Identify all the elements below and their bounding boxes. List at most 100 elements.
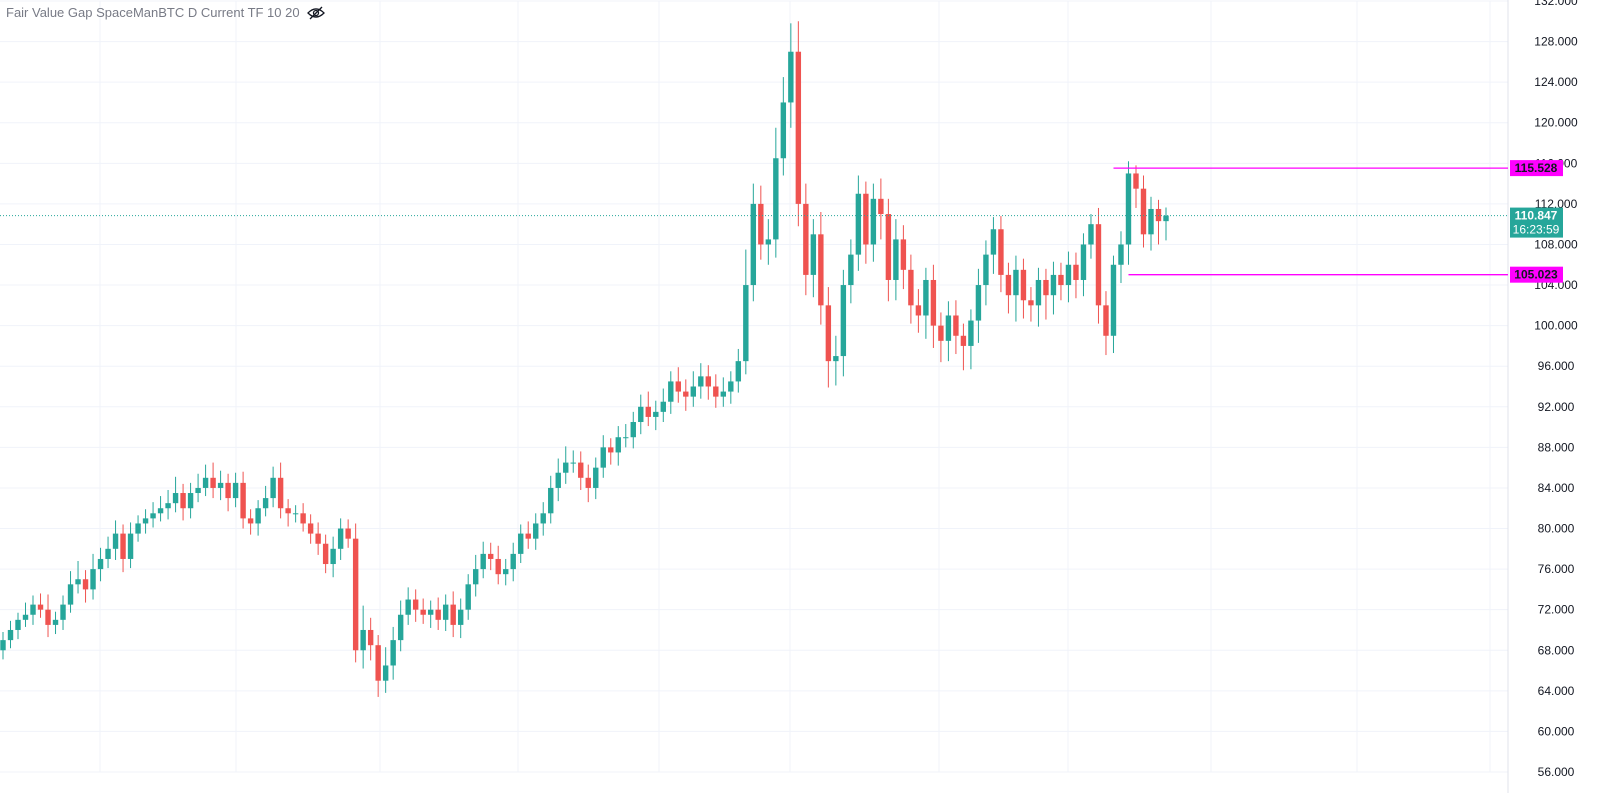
candle-body [788,51,794,103]
y-tick-label: 120.000 [1534,116,1578,130]
candle-body [367,629,374,646]
candle-body [863,193,869,245]
candle-body [172,493,179,504]
candle-body [735,361,742,382]
candle-body [142,518,149,524]
candle-body [420,609,426,615]
candle-body [1110,264,1117,336]
eye-off-icon[interactable] [306,6,326,20]
candle-body [1125,173,1132,245]
candle-body [307,523,314,534]
candle-body [615,437,621,453]
y-tick-label: 92.000 [1538,400,1575,414]
candle-body [90,569,96,590]
candle-body [465,584,471,610]
candle-body [345,528,351,539]
candle-body [975,285,982,321]
candle-body [638,406,644,423]
candle-body [600,447,606,468]
y-tick-label: 64.000 [1538,684,1575,698]
candle-body [750,203,757,286]
candle-body [75,579,81,585]
candle-body [990,229,997,255]
candle-body [442,604,449,620]
level-badge [1510,266,1563,283]
y-tick-label: 112.000 [1535,197,1578,211]
candle-body [893,239,899,280]
candle-body [322,543,329,565]
candle-body [848,254,854,286]
candle-body [210,477,216,488]
candle-body [1133,173,1139,189]
candle-body [1080,244,1087,280]
candle-body [1058,274,1064,286]
candle-body [690,386,696,397]
candle-body [623,437,629,439]
candle-body [375,645,381,681]
y-tick-label: 84.000 [1538,481,1575,495]
candle-body [1043,279,1049,296]
candle-body [1013,269,1019,296]
candle-body [825,305,832,362]
y-tick-label: 96.000 [1538,359,1575,373]
level-badge-label: 105.023 [1514,268,1558,282]
candle-body [315,533,321,544]
candle-body [300,513,306,524]
candle-body [923,279,929,316]
candle-body [698,376,704,387]
candle-body [285,508,291,514]
candle-body [120,533,126,559]
candle-body [803,203,809,275]
candle-body [668,381,674,402]
candle-body [412,599,419,610]
candle-body [112,533,119,549]
candle-body [585,477,591,488]
candle-body [1095,224,1102,306]
candle-body [255,508,261,524]
candle-body [22,614,29,620]
candle-body [833,356,839,362]
candle-body [262,498,269,509]
y-tick-label: 132.000 [1534,0,1578,8]
candle-body [450,604,456,625]
candle-body [563,462,569,473]
candle-body [510,553,516,570]
candle-body [292,513,299,515]
indicator-legend: Fair Value Gap SpaceManBTC D Current TF … [6,5,326,20]
candle-body [157,508,164,514]
candle-body [818,234,824,306]
candle-body [488,553,494,559]
candle-body [202,477,209,488]
candle-body [405,599,411,615]
candle-body [45,609,51,625]
candle-body [960,335,967,346]
y-tick-label: 108.000 [1534,237,1578,251]
candle-body [593,467,599,488]
candle-body [427,609,434,615]
candle-body [195,487,201,494]
candle-body [855,193,862,255]
candle-body [998,229,1004,275]
candle-body [1163,215,1169,222]
y-tick-label: 80.000 [1538,522,1575,536]
candle-body [683,391,689,397]
candle-body [1148,208,1154,235]
candle-body [0,640,6,651]
candle-body [840,285,847,357]
candle-body [382,665,389,681]
candle-body [337,528,344,549]
candle-body [127,533,134,559]
candle-body [720,391,727,397]
candle-body [270,477,276,499]
candle-body [52,619,59,625]
candle-body [495,558,501,575]
candle-body [7,629,14,641]
candle-body [30,604,36,615]
candle-body [1103,305,1109,336]
candle-body [900,239,907,270]
candle-body [645,406,651,417]
candle-body [983,254,989,286]
candle-body [1005,274,1012,296]
